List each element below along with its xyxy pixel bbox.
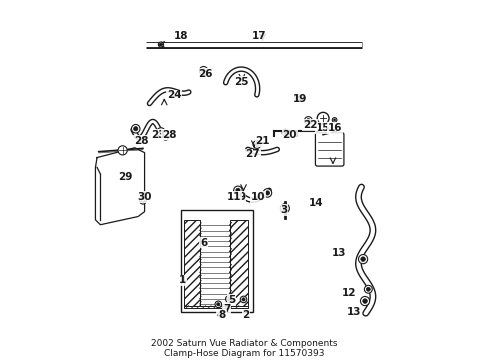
Text: 15: 15 [315,123,330,133]
Bar [229,220,247,307]
Text: 13: 13 [346,307,361,316]
Polygon shape [95,148,144,225]
Circle shape [133,127,138,131]
Circle shape [282,129,288,136]
FancyBboxPatch shape [315,133,343,166]
Bar [183,220,199,307]
Circle shape [233,186,242,195]
Circle shape [118,146,127,155]
Text: 17: 17 [251,31,266,41]
Circle shape [333,119,335,121]
Circle shape [226,297,230,301]
Text: 28: 28 [162,130,176,140]
Circle shape [306,118,310,122]
Circle shape [358,255,367,264]
Circle shape [360,297,369,306]
Text: 12: 12 [342,288,356,298]
Circle shape [158,42,163,47]
Circle shape [216,303,220,306]
Circle shape [235,188,240,193]
Circle shape [364,285,371,293]
Circle shape [282,206,286,211]
Circle shape [225,296,232,302]
Circle shape [254,143,258,147]
Text: 13: 13 [331,248,346,257]
Circle shape [140,198,146,204]
Text: 21: 21 [255,136,269,146]
Text: 10: 10 [250,192,264,202]
Text: 22: 22 [302,120,317,130]
Circle shape [263,189,271,197]
Text: 23: 23 [151,130,165,140]
Text: 19: 19 [292,94,307,104]
Text: 27: 27 [245,149,260,159]
Bar [183,306,247,308]
Circle shape [159,130,163,134]
Text: 5: 5 [227,295,235,305]
Text: 28: 28 [134,136,148,146]
Circle shape [141,199,144,202]
Circle shape [199,67,207,75]
Circle shape [156,128,165,136]
Text: 30: 30 [137,192,151,202]
Circle shape [294,95,300,100]
Text: 25: 25 [233,77,248,87]
Text: 6: 6 [200,238,207,248]
Text: 4: 4 [216,310,223,320]
Circle shape [304,117,312,125]
Circle shape [332,118,336,122]
Text: 1: 1 [178,275,185,285]
Text: 14: 14 [308,198,323,208]
Text: 26: 26 [198,69,212,79]
Text: 20: 20 [282,130,296,140]
Circle shape [362,299,366,303]
Circle shape [215,301,221,307]
Circle shape [201,69,205,73]
Text: 2002 Saturn Vue Radiator & Components
Clamp-Hose Diagram for 11570393: 2002 Saturn Vue Radiator & Components Cl… [151,339,337,358]
Circle shape [283,131,286,134]
Circle shape [280,204,289,213]
Text: 8: 8 [218,310,225,320]
Text: 7: 7 [223,304,230,314]
Circle shape [240,296,246,303]
Text: 18: 18 [173,31,187,41]
Circle shape [252,140,260,148]
Circle shape [317,112,328,124]
Text: 3: 3 [280,205,287,215]
Text: 16: 16 [326,123,341,133]
Text: 29: 29 [118,172,132,182]
Circle shape [366,287,369,291]
Circle shape [265,191,269,195]
Circle shape [242,298,244,301]
Bar [180,210,252,311]
Circle shape [131,125,140,133]
Text: 2: 2 [242,310,249,320]
Text: 24: 24 [166,90,181,100]
Text: 11: 11 [226,192,241,202]
Text: 9: 9 [238,192,245,202]
Circle shape [360,257,365,261]
